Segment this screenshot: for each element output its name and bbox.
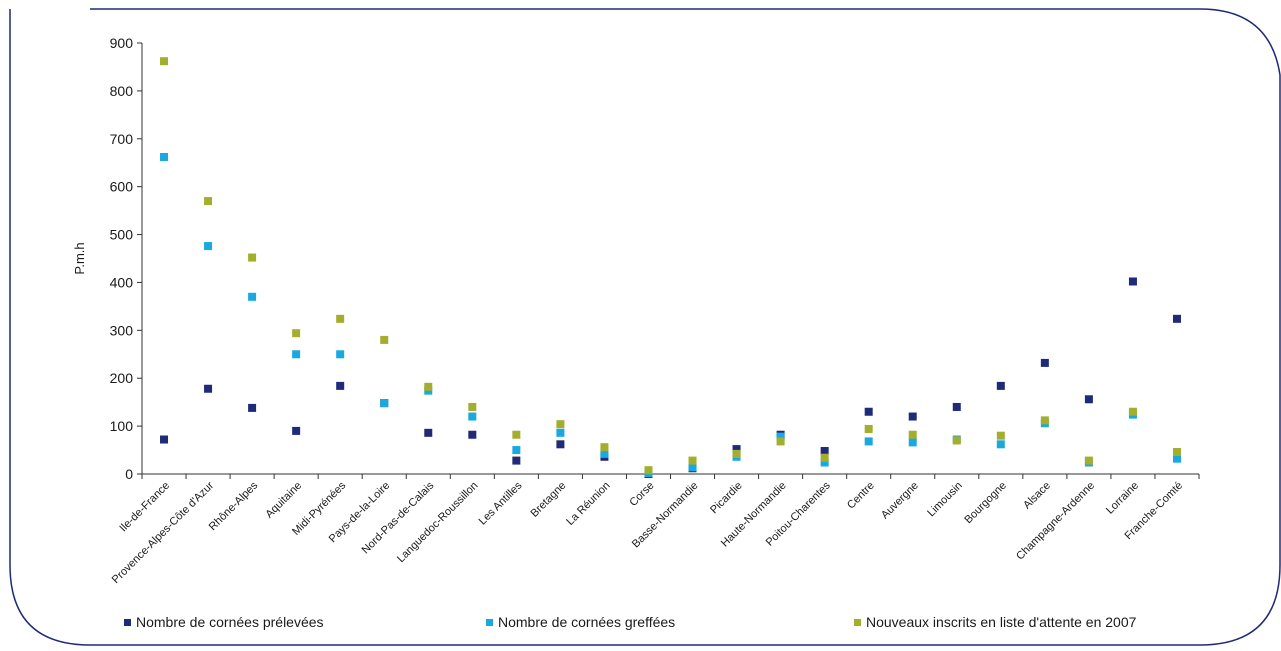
y-tick-label: 100 [110,418,134,434]
data-point-series-2 [512,430,521,439]
x-category-label: Languedoc-Roussillon [395,480,480,565]
legend-label-prelevees: Nombre de cornées prélevées [136,614,324,630]
data-point-series-0 [512,456,521,465]
data-point-series-0 [468,430,477,439]
y-axis-label: P.m.h [72,242,87,274]
y-tick-label: 0 [125,466,133,482]
data-point-series-0 [996,381,1005,390]
x-category-label: Bourgogne [962,480,1009,527]
x-category-label: Nord-Pas-de-Calais [360,479,437,556]
data-point-series-2 [336,314,345,323]
data-point-series-2 [600,443,609,452]
legend-label-inscrits: Nouveaux inscrits en liste d'attente en … [866,614,1137,630]
data-point-series-0 [556,440,565,449]
y-tick-label: 500 [110,227,134,243]
y-tick-label: 300 [110,322,134,338]
data-point-series-1 [468,412,477,421]
data-point-series-0 [424,428,433,437]
legend-item-prelevees: Nombre de cornées prélevées [124,614,324,630]
y-tick-label: 800 [110,83,134,99]
data-point-series-1 [248,292,257,301]
y-tick-label: 600 [110,179,134,195]
data-point-series-1 [336,350,345,359]
data-point-series-1 [600,449,609,458]
data-point-series-0 [1084,395,1093,404]
data-point-series-1 [160,152,169,161]
data-point-series-1 [512,446,521,455]
data-point-series-0 [292,426,301,435]
data-point-series-2 [908,430,917,439]
data-point-series-0 [336,381,345,390]
data-point-series-0 [204,384,213,393]
x-category-label: Corse [627,480,656,509]
data-point-series-2 [776,437,785,446]
legend-swatch-inscrits [854,618,861,626]
data-point-series-1 [292,350,301,359]
x-category-label: La Réunion [564,480,612,528]
data-point-series-0 [1128,277,1137,286]
data-point-series-2 [864,424,873,433]
data-point-series-0 [952,402,961,411]
data-point-series-2 [732,449,741,458]
data-point-series-0 [864,407,873,416]
data-point-series-1 [688,463,697,472]
data-point-series-2 [1172,447,1181,456]
data-point-series-2 [468,402,477,411]
data-point-series-1 [204,242,213,251]
y-tick-label: 200 [110,370,134,386]
x-category-label: Bretagne [528,480,568,520]
x-category-label: Les Antilles [477,479,525,527]
y-tick-label: 900 [110,35,134,51]
data-point-series-1 [776,432,785,441]
data-point-series-0 [732,445,741,454]
data-point-series-2 [820,453,829,462]
legend-item-inscrits: Nouveaux inscrits en liste d'attente en … [854,614,1136,630]
data-point-series-1 [820,458,829,467]
data-point-series-2 [1128,407,1137,416]
data-point-series-0 [1172,314,1181,323]
y-tick-label: 400 [110,274,134,290]
legend-label-greffees: Nombre de cornées greffées [498,614,676,630]
legend-swatch-prelevees [124,618,131,626]
data-point-series-2 [160,57,169,66]
data-point-series-2 [644,466,653,475]
data-point-series-2 [688,456,697,465]
y-tick-label: 700 [110,131,134,147]
data-point-series-0 [160,435,169,444]
data-point-series-1 [996,440,1005,449]
data-point-series-1 [380,399,389,408]
data-point-series-2 [380,335,389,344]
data-point-series-2 [1084,456,1093,465]
x-category-label: Alsace [1021,480,1053,512]
data-point-series-2 [556,420,565,429]
data-point-series-2 [292,329,301,338]
data-point-series-1 [556,428,565,437]
legend-item-greffees: Nombre de cornées greffées [486,614,675,630]
data-point-series-0 [908,412,917,421]
x-category-label: Limousin [925,480,965,520]
x-category-label: Aquitaine [263,480,304,521]
data-point-series-0 [820,447,829,456]
x-category-label: Picardie [708,480,745,517]
legend-swatch-greffees [486,618,493,626]
data-point-series-2 [204,197,213,206]
data-point-series-2 [996,431,1005,440]
data-point-series-1 [864,437,873,446]
x-category-label: Champagne-Ardenne [1014,480,1097,563]
data-point-series-2 [424,382,433,391]
x-category-label: Auvergne [879,480,921,522]
data-point-series-0 [248,403,257,412]
x-category-label: Centre [845,480,877,512]
data-point-series-2 [1040,416,1049,425]
x-category-label: Lorraine [1104,480,1141,517]
data-point-series-1 [1172,454,1181,463]
data-point-series-1 [908,438,917,447]
data-point-series-0 [1040,358,1049,367]
data-point-series-2 [248,253,257,262]
data-point-series-2 [952,436,961,445]
